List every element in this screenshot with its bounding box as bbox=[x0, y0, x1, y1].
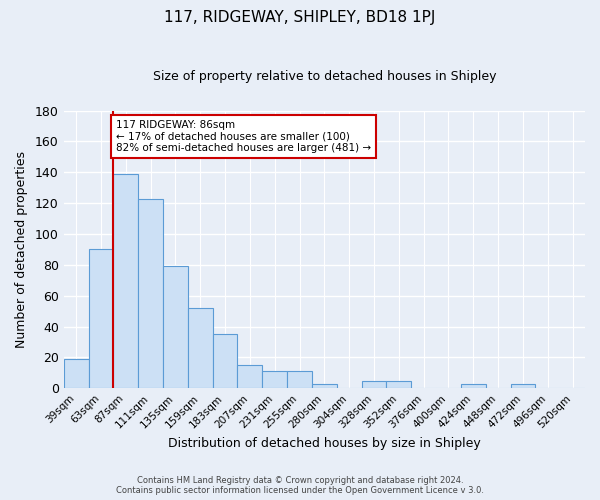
Bar bbox=[238, 365, 262, 388]
Bar bbox=[287, 372, 312, 388]
Bar bbox=[362, 380, 386, 388]
Bar bbox=[163, 266, 188, 388]
Bar bbox=[89, 250, 113, 388]
Bar bbox=[64, 359, 89, 388]
Text: Contains HM Land Registry data © Crown copyright and database right 2024.
Contai: Contains HM Land Registry data © Crown c… bbox=[116, 476, 484, 495]
Bar bbox=[212, 334, 238, 388]
Text: 117, RIDGEWAY, SHIPLEY, BD18 1PJ: 117, RIDGEWAY, SHIPLEY, BD18 1PJ bbox=[164, 10, 436, 25]
Bar bbox=[511, 384, 535, 388]
Bar bbox=[386, 380, 411, 388]
Bar bbox=[188, 308, 212, 388]
Bar bbox=[461, 384, 486, 388]
Y-axis label: Number of detached properties: Number of detached properties bbox=[15, 151, 28, 348]
Bar bbox=[138, 198, 163, 388]
Bar bbox=[312, 384, 337, 388]
Text: 117 RIDGEWAY: 86sqm
← 17% of detached houses are smaller (100)
82% of semi-detac: 117 RIDGEWAY: 86sqm ← 17% of detached ho… bbox=[116, 120, 371, 153]
X-axis label: Distribution of detached houses by size in Shipley: Distribution of detached houses by size … bbox=[168, 437, 481, 450]
Title: Size of property relative to detached houses in Shipley: Size of property relative to detached ho… bbox=[152, 70, 496, 83]
Bar bbox=[262, 372, 287, 388]
Bar bbox=[113, 174, 138, 388]
